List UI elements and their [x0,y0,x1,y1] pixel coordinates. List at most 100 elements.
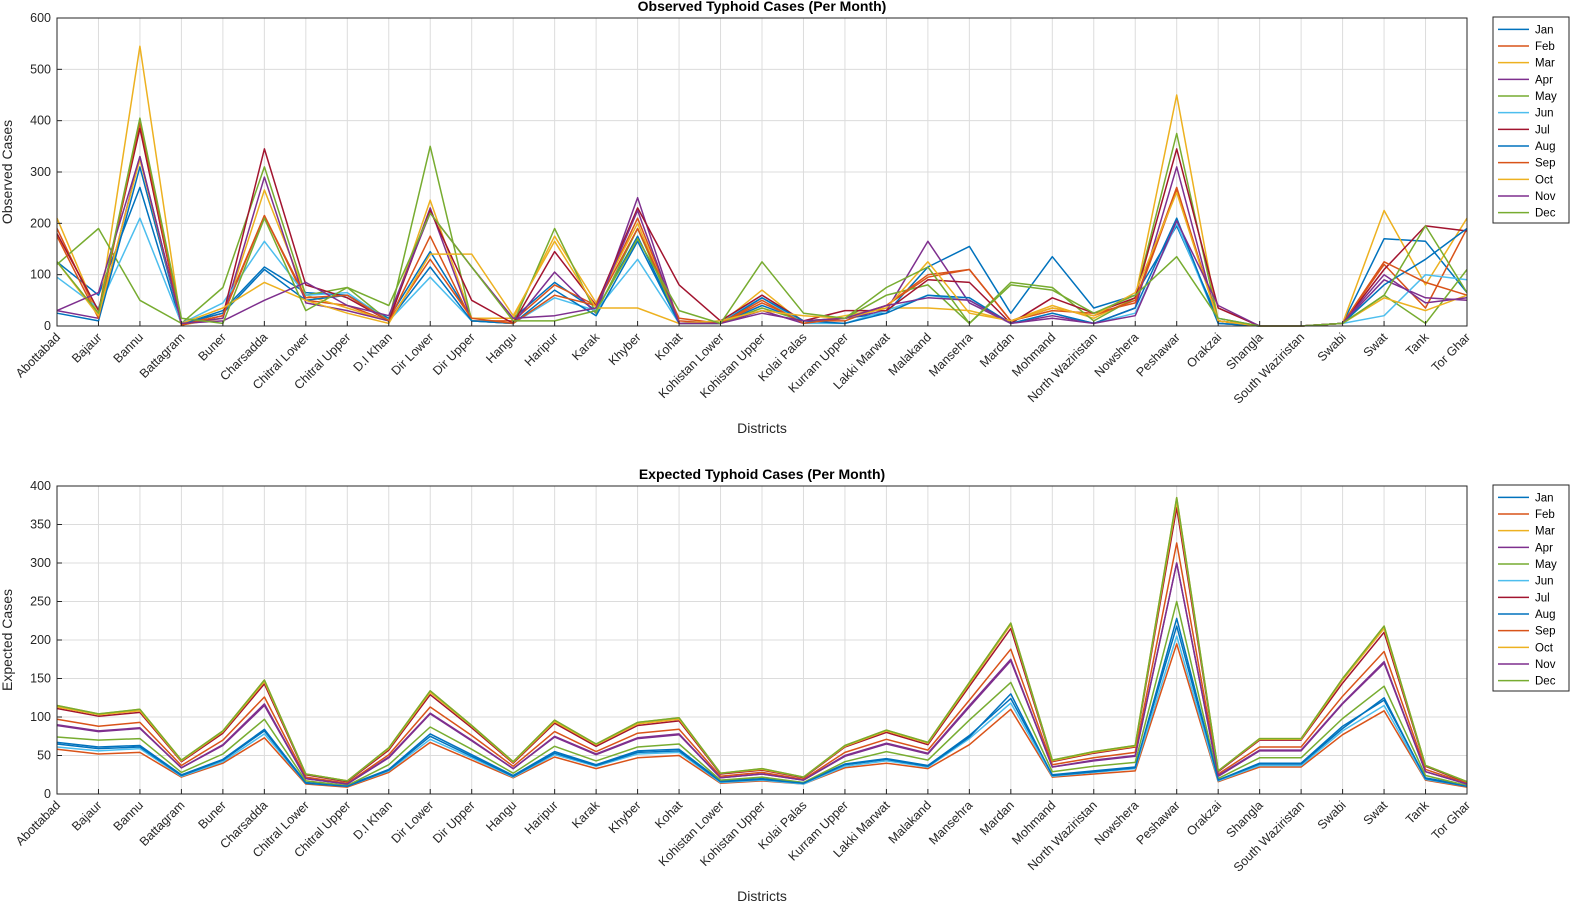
legend-label-oct: Oct [1535,174,1554,186]
y-tick-label: 100 [30,710,51,724]
x-tick-label: Hangu [483,330,519,366]
x-tick-label: South Waziristan [1231,798,1307,874]
legend-label-may: May [1535,559,1557,571]
observed-y-axis-label: Observed Cases [0,120,15,224]
x-tick-label: Haripur [522,330,561,369]
legend-label-mar: Mar [1535,526,1555,538]
expected-series-lines [56,496,1468,788]
y-tick-label: 200 [30,633,51,647]
x-tick-label: Shangla [1223,330,1265,372]
observed-series-lines [56,45,1468,327]
x-tick-label: South Waziristan [1231,330,1307,406]
observed-chart-title: Observed Typhoid Cases (Per Month) [638,0,887,14]
observed-chart: 0 100 200 300 400 500 600 Abottabad Bajaur Bannu… [0,0,1570,436]
legend-label-jul: Jul [1535,592,1550,604]
x-tick-label: Bannu [111,798,146,833]
y-tick-label: 100 [30,268,51,282]
x-tick-label: Dir Upper [430,798,478,846]
x-tick-label: Bajaur [69,798,104,833]
x-tick-label: Nowshera [1092,330,1142,380]
x-tick-label: Tor Ghar [1429,798,1473,842]
legend-box [1492,16,1570,224]
x-tick-label: Battagram [137,330,188,381]
legend-label-oct: Oct [1535,642,1554,654]
y-tick-label: 500 [30,62,51,76]
series-line-dec [56,117,1468,327]
legend-box [1492,484,1570,692]
x-tick-label: Orakzai [1184,330,1224,370]
x-tick-label: Tank [1403,798,1432,827]
expected-x-axis-label: Districts [737,888,787,904]
series-line-oct [56,158,1468,327]
legend-label-jun: Jun [1535,576,1554,588]
x-tick-label: Shangla [1223,798,1265,840]
legend-label-nov: Nov [1535,659,1556,671]
x-tick-label: Khyber [606,330,644,368]
expected-chart: 0 50 100 150 200 250 300 350 400 Abottabad Bajaur… [0,466,1570,904]
x-tick-label: Haripur [522,798,561,837]
series-line-dec [56,496,1468,783]
y-tick-label: 400 [30,114,51,128]
y-tick-label: 0 [44,319,51,333]
x-tick-label: Tank [1403,330,1432,359]
legend-label-sep: Sep [1535,158,1555,170]
x-tick-label: Kohat [652,330,685,363]
legend-label-sep: Sep [1535,626,1555,638]
y-tick-label: 600 [30,11,51,25]
legend-label-apr: Apr [1535,542,1553,554]
x-tick-label: Swat [1361,798,1391,828]
legend-label-jan: Jan [1535,24,1554,36]
expected-y-axis-label: Expected Cases [0,589,15,691]
observed-legend: Jan Feb Mar Apr May Jun Jul Aug Sep Oct Nov Dec [1492,16,1570,224]
x-tick-label: Battagram [137,798,188,849]
series-line-nov [56,562,1468,785]
y-tick-label: 150 [30,672,51,686]
x-tick-label: Nowshera [1092,798,1142,848]
x-tick-label: Karak [569,330,603,364]
x-tick-label: Hangu [483,798,519,834]
x-tick-label: Dir Lower [389,798,437,846]
legend-label-dec: Dec [1535,676,1556,688]
legend-label-aug: Aug [1535,609,1555,621]
legend-label-dec: Dec [1535,208,1556,220]
legend-label-jul: Jul [1535,124,1550,136]
legend-label-feb: Feb [1535,41,1555,53]
y-tick-label: 50 [37,749,51,763]
series-line-sep [56,542,1468,784]
x-tick-label: Dir Upper [430,330,478,378]
y-tick-label: 200 [30,216,51,230]
x-tick-label: Tor Ghar [1429,330,1473,374]
series-line-may [56,600,1468,787]
expected-y-ticks: 0 50 100 150 200 250 300 350 400 [30,479,62,801]
expected-chart-title: Expected Typhoid Cases (Per Month) [639,466,885,482]
x-tick-label: Khyber [606,798,644,836]
x-tick-label: Swat [1361,330,1391,360]
series-line-nov [56,155,1468,327]
legend-label-jun: Jun [1535,108,1554,120]
x-tick-label: Abottabad [13,798,63,848]
x-tick-label: Peshawar [1134,798,1183,847]
expected-legend: Jan Feb Mar Apr May Jun Jul Aug Sep Oct Nov Dec [1492,484,1570,692]
observed-y-ticks: 0 100 200 300 400 500 600 [30,11,62,333]
x-tick-label: Bajaur [69,330,104,365]
x-tick-label: Swabi [1315,330,1349,364]
x-tick-label: Bannu [111,330,146,365]
x-tick-label: Abottabad [13,330,63,380]
x-tick-label: Orakzai [1184,798,1224,838]
legend-label-nov: Nov [1535,191,1556,203]
x-tick-label: Mardan [977,798,1017,838]
legend-label-may: May [1535,91,1557,103]
legend-label-feb: Feb [1535,509,1555,521]
x-tick-label: Kohat [652,798,685,831]
x-tick-label: Swabi [1315,798,1349,832]
y-tick-label: 0 [44,787,51,801]
x-tick-label: Mansehra [926,798,975,847]
x-tick-label: Mardan [977,330,1017,370]
series-line-aug [56,166,1468,327]
y-tick-label: 300 [30,165,51,179]
legend-label-apr: Apr [1535,74,1553,86]
observed-x-axis-label: Districts [737,420,787,436]
